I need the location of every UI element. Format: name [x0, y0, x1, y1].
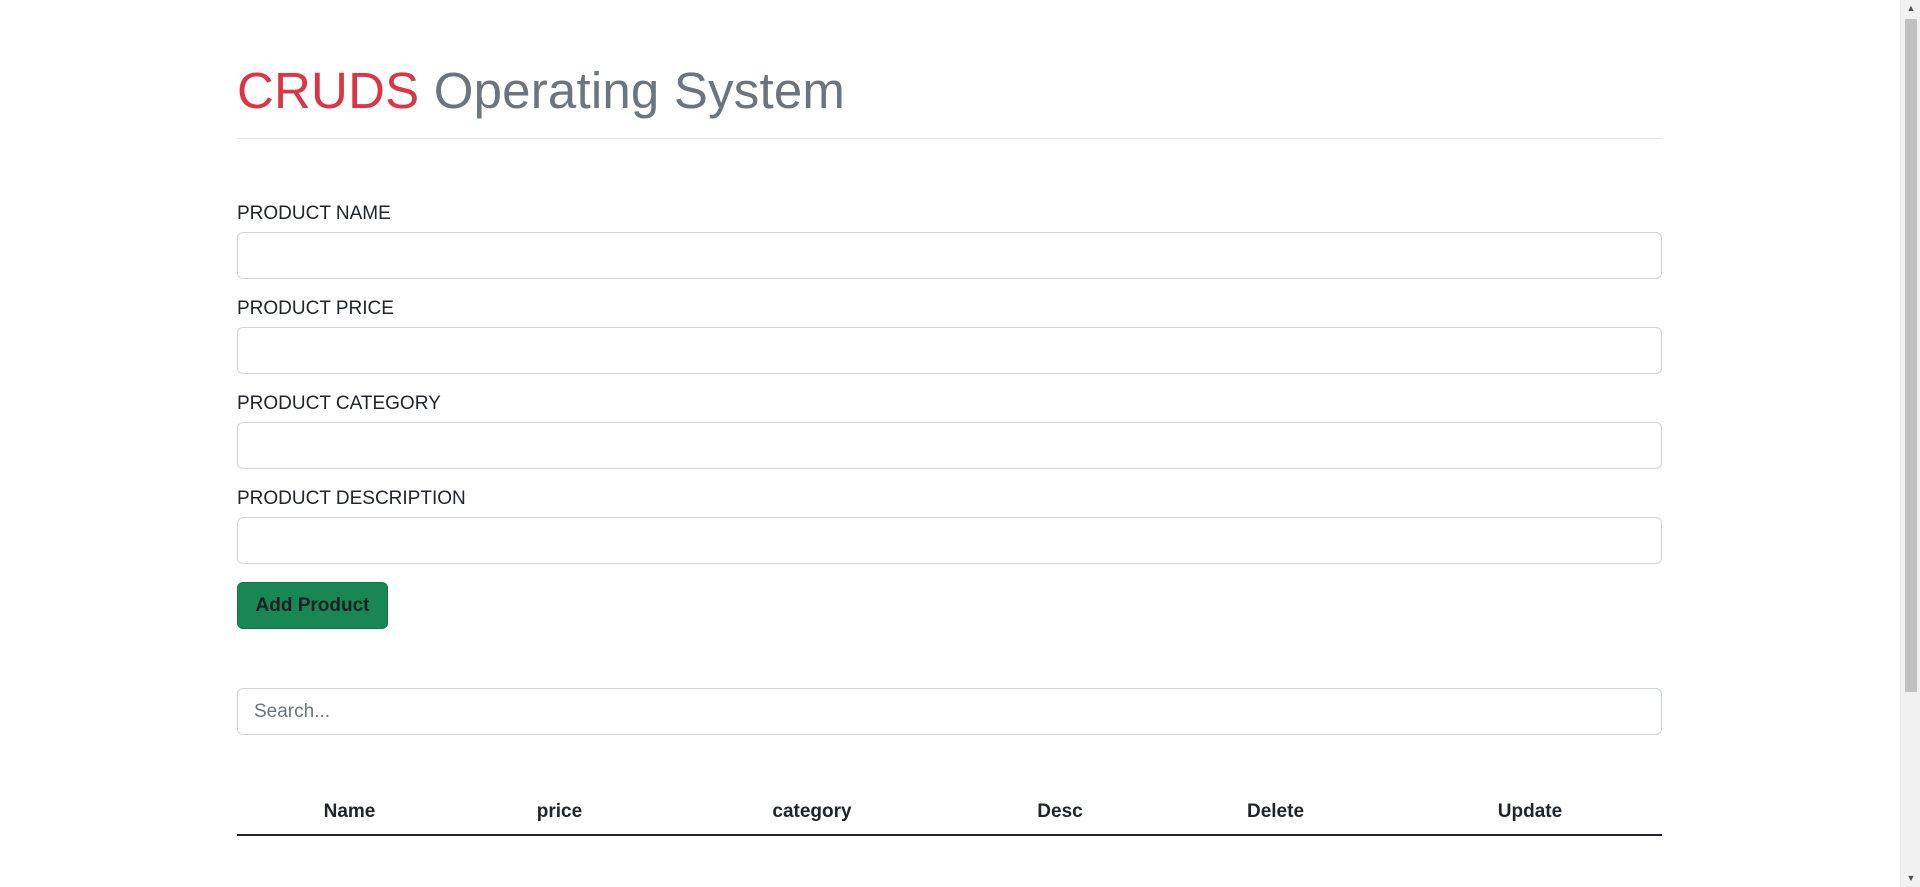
- product-price-input[interactable]: [237, 327, 1662, 374]
- product-form: PRODUCT NAME PRODUCT PRICE PRODUCT CATEG…: [237, 202, 1662, 629]
- vertical-scrollbar[interactable]: ▲ ▼: [1900, 0, 1920, 887]
- product-category-input[interactable]: [237, 422, 1662, 469]
- product-name-input[interactable]: [237, 232, 1662, 279]
- main-container: CRUDS Operating System PRODUCT NAME PROD…: [237, 0, 1662, 836]
- product-description-input[interactable]: [237, 517, 1662, 564]
- search-wrapper: [237, 688, 1662, 735]
- product-price-field: PRODUCT PRICE: [237, 297, 1662, 374]
- products-table: Name price category Desc Delete Update: [237, 789, 1662, 836]
- title-divider: [237, 138, 1662, 139]
- product-name-label: PRODUCT NAME: [237, 203, 391, 224]
- add-product-button[interactable]: Add Product: [237, 582, 388, 629]
- title-brand: CRUDS: [237, 62, 420, 119]
- search-input[interactable]: [237, 688, 1662, 735]
- column-header-category: category: [657, 789, 967, 836]
- table-header-row: Name price category Desc Delete Update: [237, 789, 1662, 836]
- product-description-label: PRODUCT DESCRIPTION: [237, 488, 466, 509]
- scrollbar-thumb[interactable]: [1905, 19, 1917, 692]
- scroll-down-arrow-icon[interactable]: ▼: [1906, 873, 1916, 883]
- column-header-desc: Desc: [967, 789, 1153, 836]
- table-header: Name price category Desc Delete Update: [237, 789, 1662, 836]
- column-header-delete: Delete: [1153, 789, 1398, 836]
- product-category-label: PRODUCT CATEGORY: [237, 393, 441, 414]
- product-description-field: PRODUCT DESCRIPTION: [237, 487, 1662, 564]
- product-name-field: PRODUCT NAME: [237, 202, 1662, 279]
- product-price-label: PRODUCT PRICE: [237, 298, 394, 319]
- scroll-up-arrow-icon[interactable]: ▲: [1906, 3, 1916, 13]
- column-header-price: price: [462, 789, 657, 836]
- column-header-update: Update: [1398, 789, 1662, 836]
- product-category-field: PRODUCT CATEGORY: [237, 392, 1662, 469]
- title-rest: Operating System: [433, 62, 846, 119]
- column-header-name: Name: [237, 789, 462, 836]
- page-title: CRUDS Operating System: [237, 0, 1662, 124]
